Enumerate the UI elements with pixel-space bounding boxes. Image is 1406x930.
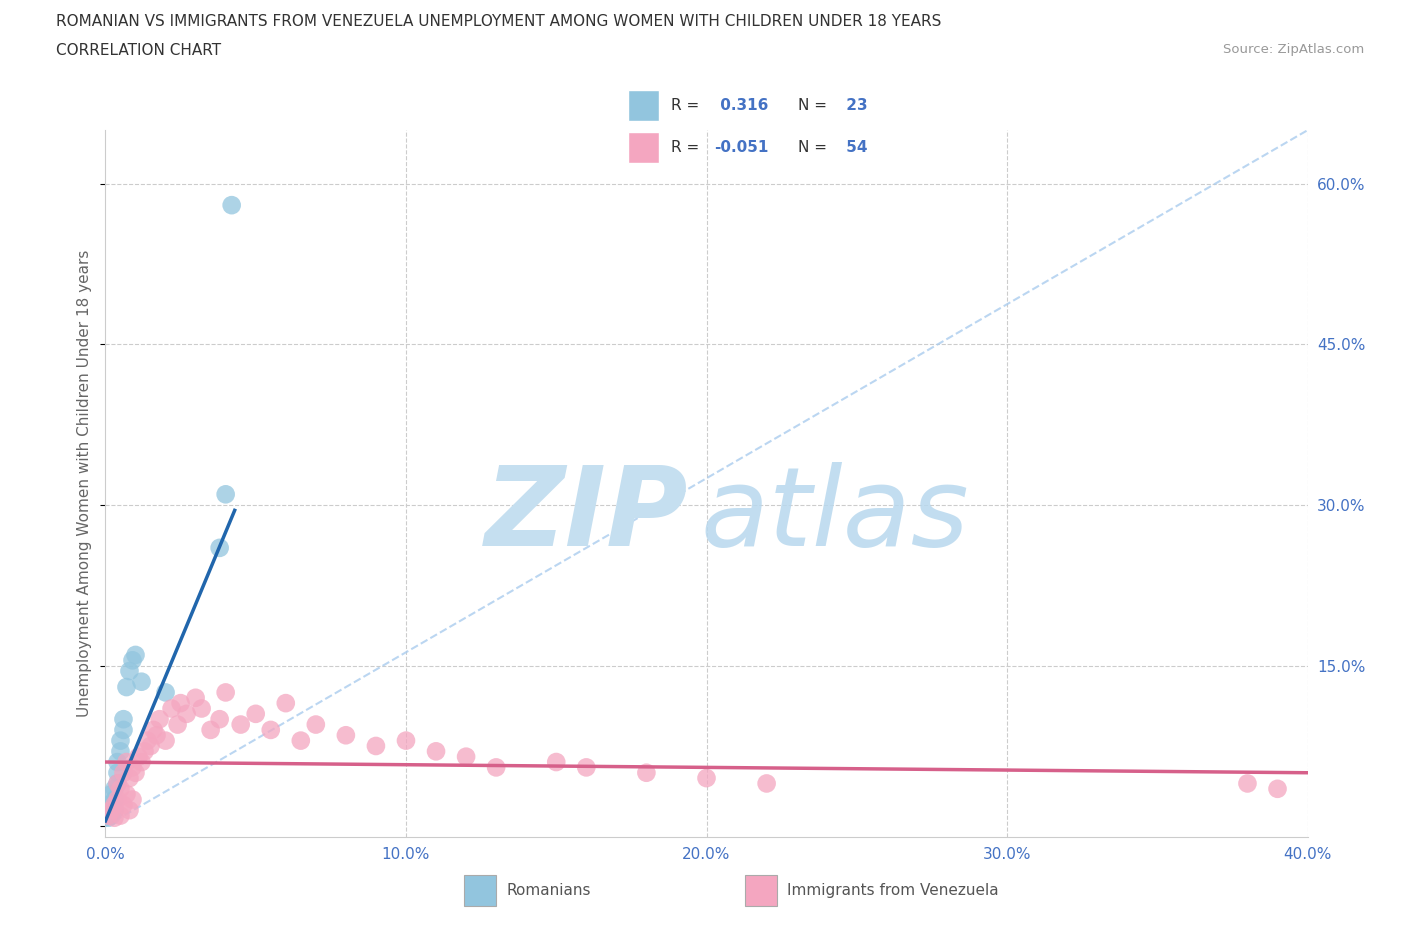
Point [128,750,150,764]
Point [118,803,141,817]
Point [145,728,167,743]
Point [636,765,658,780]
Bar [745,875,778,906]
Point [364,738,387,753]
Point [97,797,120,812]
Point [115,680,138,695]
Point [184,690,207,705]
Point [696,771,718,786]
Bar [628,132,659,164]
Point [112,797,135,812]
Text: 54: 54 [841,140,868,155]
Point [485,760,508,775]
Point [546,754,568,769]
Point [115,787,138,802]
Point [100,808,122,823]
Point [245,707,267,722]
Point [139,738,162,753]
Point [112,723,135,737]
Point [190,701,212,716]
Point [107,776,129,790]
Text: 0.316: 0.316 [714,98,768,113]
Point [103,797,125,812]
Point [155,685,177,700]
Point [121,760,143,775]
Point [112,765,135,780]
Text: Romanians: Romanians [506,883,591,898]
Point [425,744,447,759]
Point [100,803,122,817]
Point [142,723,165,737]
Point [1236,776,1258,790]
Point [97,808,120,823]
Point [575,760,598,775]
Text: 23: 23 [841,98,868,113]
Point [208,540,231,555]
Point [107,765,129,780]
Point [176,707,198,722]
Text: atlas: atlas [700,462,969,569]
Text: N =: N = [799,140,827,155]
Text: ROMANIAN VS IMMIGRANTS FROM VENEZUELA UNEMPLOYMENT AMONG WOMEN WITH CHILDREN UND: ROMANIAN VS IMMIGRANTS FROM VENEZUELA UN… [56,14,942,29]
Point [134,744,156,759]
Point [115,754,138,769]
Point [97,810,120,825]
Point [100,787,122,802]
Text: R =: R = [671,140,699,155]
Point [395,733,418,748]
Point [221,198,243,213]
Point [290,733,312,748]
Point [103,781,125,796]
Point [107,754,129,769]
Point [260,723,283,737]
Point [214,685,236,700]
Point [107,776,129,790]
Point [155,733,177,748]
Point [208,711,231,726]
Y-axis label: Unemployment Among Women with Children Under 18 years: Unemployment Among Women with Children U… [77,250,93,717]
Point [103,803,125,817]
Point [124,647,146,662]
Point [103,810,125,825]
Point [110,781,132,796]
Text: -0.051: -0.051 [714,140,769,155]
Text: Immigrants from Venezuela: Immigrants from Venezuela [787,883,1000,898]
Point [755,776,778,790]
Point [1267,781,1289,796]
Text: R =: R = [671,98,699,113]
Point [103,792,125,807]
Point [148,711,170,726]
Point [160,701,183,716]
Text: N =: N = [799,98,827,113]
Point [110,808,132,823]
Point [335,728,357,743]
Bar [464,875,496,906]
Point [121,792,143,807]
Point [118,771,141,786]
Point [110,733,132,748]
Point [112,711,135,726]
Point [124,765,146,780]
Point [169,696,191,711]
Point [214,487,236,502]
Point [118,664,141,679]
Point [454,750,477,764]
Point [110,744,132,759]
Point [121,653,143,668]
Point [305,717,328,732]
Point [136,733,159,748]
Point [107,792,129,807]
Point [166,717,188,732]
Point [131,674,153,689]
Text: CORRELATION CHART: CORRELATION CHART [56,43,221,58]
Text: ZIP: ZIP [485,462,689,569]
Bar [628,90,659,121]
Point [131,754,153,769]
Text: Source: ZipAtlas.com: Source: ZipAtlas.com [1223,43,1364,56]
Point [229,717,252,732]
Point [200,723,222,737]
Point [274,696,297,711]
